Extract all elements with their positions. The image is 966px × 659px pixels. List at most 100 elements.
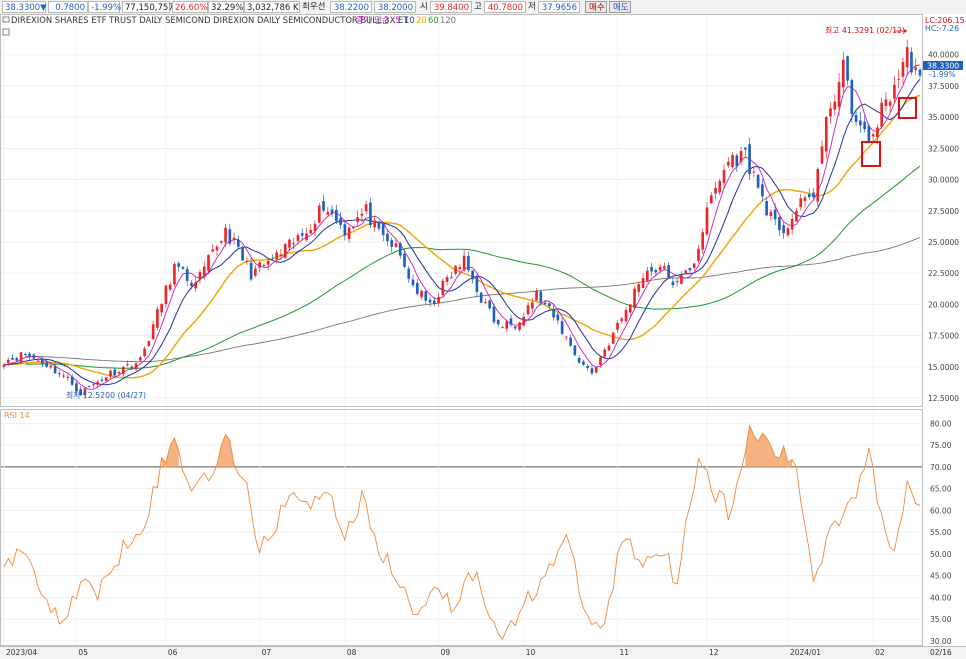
candle-body <box>305 233 308 241</box>
candle-body <box>530 302 534 309</box>
candle-body <box>471 270 474 280</box>
high-field: 40.7800 <box>484 1 526 13</box>
current-price-badge <box>923 61 963 70</box>
rsi-series <box>3 423 921 641</box>
price-tick-label: 12.5000 <box>928 394 959 403</box>
candle-body <box>96 381 100 385</box>
candle-body <box>75 383 78 392</box>
candle-body <box>467 255 470 271</box>
candle-body <box>92 384 95 386</box>
marker-box-1 <box>861 141 881 167</box>
candle-body <box>335 209 338 222</box>
candle-body <box>560 321 564 334</box>
candle-body <box>569 337 572 346</box>
price-tick-label: 15.0000 <box>928 363 959 372</box>
candle-body <box>330 209 334 214</box>
collapse-icon[interactable] <box>2 16 10 23</box>
candle-body <box>309 229 313 234</box>
current-pct-text: -1.99% <box>929 70 956 79</box>
candle-body <box>224 227 227 243</box>
grid-lines <box>1 15 922 645</box>
candle-body <box>53 366 57 374</box>
candle-body <box>360 213 364 216</box>
candle-body <box>185 268 189 281</box>
price-tick-label: 27.5000 <box>928 207 959 216</box>
candle-body <box>126 364 129 366</box>
volume-field: 77,150,757 <box>122 1 174 13</box>
candle-body <box>19 352 23 363</box>
time-tick-label: 2023/04 <box>6 648 37 657</box>
price-tick-label: 25.0000 <box>928 238 959 247</box>
price-axis-labels: 12.5000 15.0000 17.5000 20.0000 22.5000 25.00… <box>928 51 959 403</box>
candle-body <box>254 268 257 276</box>
candle-body <box>262 265 266 267</box>
candle-body <box>522 316 526 326</box>
candle-body <box>100 379 104 381</box>
candle-body <box>692 263 696 268</box>
candle-body <box>769 211 773 216</box>
candle-body <box>228 229 232 244</box>
candle-body <box>326 211 330 215</box>
candle-body <box>905 47 909 68</box>
candle-body <box>714 187 717 194</box>
rsi-tick-label: 70.00 <box>930 463 952 472</box>
buy-button[interactable]: 매수 <box>585 1 607 13</box>
candle-body <box>782 225 785 234</box>
candle-body <box>539 291 543 303</box>
time-tick-label: 11 <box>620 648 630 657</box>
candle-body <box>394 243 398 247</box>
candle-body <box>343 224 347 236</box>
candle-body <box>356 217 359 223</box>
high-marker-arrow <box>904 29 908 33</box>
sell-button[interactable]: 매도 <box>609 1 631 13</box>
candle-body <box>292 243 296 245</box>
candle-body <box>675 281 679 283</box>
candle-body <box>688 267 692 271</box>
candle-body <box>684 270 687 274</box>
value-axis <box>923 14 966 646</box>
candle-body <box>594 366 598 373</box>
panel-icon[interactable] <box>2 28 10 36</box>
candle-body <box>36 360 40 362</box>
chart-area: 12.5000 15.0000 17.5000 20.0000 22.5000 25.00… <box>0 14 966 659</box>
candle-body <box>565 336 568 338</box>
time-tick-label: 2024/01 <box>790 648 821 657</box>
time-tick-label: 06 <box>168 648 178 657</box>
candle-body <box>484 301 487 303</box>
time-tick-label: 02/16 <box>930 648 952 657</box>
ma-type-label: 종가 단순 <box>356 15 390 25</box>
candle-body <box>803 197 807 201</box>
candle-body <box>437 297 440 304</box>
candle-body <box>237 239 240 247</box>
candle-body <box>87 386 91 388</box>
candle-body <box>432 300 436 305</box>
candle-body <box>211 249 215 252</box>
candle-body <box>428 299 432 303</box>
candle-body <box>501 327 504 329</box>
candle-body <box>744 147 747 150</box>
candle-body <box>799 198 803 208</box>
candle-body <box>599 357 602 365</box>
candle-body <box>202 266 206 276</box>
candle-body <box>364 204 368 212</box>
candle-body <box>778 216 781 231</box>
candle-body <box>415 282 419 294</box>
candle-body <box>812 192 815 198</box>
candle-body <box>548 303 551 307</box>
best-quote-label: 최우선 <box>302 2 326 12</box>
price-tick-label: 32.5000 <box>928 144 959 153</box>
candle-body <box>854 115 858 122</box>
candle-body <box>121 367 125 374</box>
rsi-tick-label: 80.00 <box>930 419 952 428</box>
candle-body <box>888 101 892 106</box>
candle-body <box>914 67 918 71</box>
rsi-axis-labels: 30.00 35.00 40.00 45.00 50.00 55.00 60.00 65.00… <box>930 419 952 646</box>
candle-body <box>207 255 210 271</box>
candle-body <box>807 194 811 198</box>
ask-field: 38.2000 <box>374 1 416 13</box>
candle-body <box>846 56 849 81</box>
candle-body <box>147 341 151 346</box>
candle-body <box>863 121 866 130</box>
candle-body <box>824 117 828 152</box>
candle-body <box>164 285 168 305</box>
